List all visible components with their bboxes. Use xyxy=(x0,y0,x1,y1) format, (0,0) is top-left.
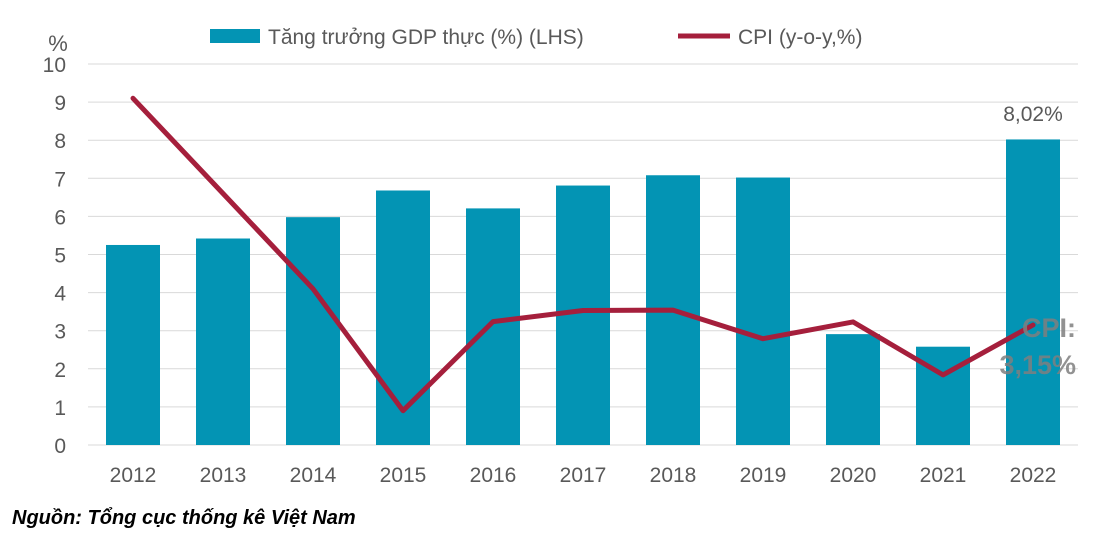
y-tick-label: 9 xyxy=(54,92,66,115)
y-tick-label: 5 xyxy=(54,245,66,268)
x-tick-label: 2020 xyxy=(830,464,877,487)
gdp-bar-2015 xyxy=(376,190,430,445)
legend-gdp-swatch xyxy=(210,29,260,43)
y-tick-label: 3 xyxy=(54,321,66,344)
y-tick-label: 2 xyxy=(54,359,66,382)
y-tick-label: 4 xyxy=(54,283,66,306)
x-tick-label: 2022 xyxy=(1010,464,1057,487)
legend-cpi-label: CPI (y-o-y,%) xyxy=(738,26,862,49)
gdp-bar-2022 xyxy=(1006,139,1060,446)
gdp-bar-2019 xyxy=(736,177,790,445)
x-tick-label: 2013 xyxy=(200,464,247,487)
y-tick-label: 7 xyxy=(54,168,66,191)
gdp-bar-2014 xyxy=(286,217,340,445)
cpi-line-group xyxy=(130,95,1036,414)
x-tick-label: 2012 xyxy=(110,464,157,487)
gdp-bar-2017 xyxy=(556,185,610,445)
y-tick-label: 1 xyxy=(54,397,66,420)
x-tick-label: 2018 xyxy=(650,464,697,487)
y-tick-label: 0 xyxy=(54,435,66,458)
gdp-bar-2016 xyxy=(466,208,520,445)
cpi-annotation-line2: 3,15% xyxy=(999,350,1076,380)
gdp-bars xyxy=(106,139,1060,446)
legend: Tăng trưởng GDP thực (%) (LHS) CPI (y-o-… xyxy=(210,26,862,49)
y-tick-label: 10 xyxy=(43,54,66,77)
gdp-2022-data-label: 8,02% xyxy=(1003,103,1063,126)
cpi-annotation-line1: CPI: xyxy=(1022,313,1076,343)
gdp-bar-2020 xyxy=(826,334,880,445)
x-tick-label: 2015 xyxy=(380,464,427,487)
x-tick-label: 2017 xyxy=(560,464,607,487)
x-tick-label: 2021 xyxy=(920,464,967,487)
x-tick-label: 2014 xyxy=(290,464,337,487)
source-note: Nguồn: Tổng cục thống kê Việt Nam xyxy=(12,507,356,529)
legend-gdp-label: Tăng trưởng GDP thực (%) (LHS) xyxy=(268,26,584,49)
gdp-bar-2012 xyxy=(106,244,160,445)
y-tick-label: 8 xyxy=(54,130,66,153)
y-axis-unit: % xyxy=(48,31,68,56)
x-tick-label: 2019 xyxy=(740,464,787,487)
x-axis-ticks: 2012 2013 2014 2015 2016 2017 2018 2019 2020 2021… xyxy=(110,464,1057,487)
y-tick-label: 6 xyxy=(54,206,66,229)
x-tick-label: 2016 xyxy=(470,464,517,487)
y-axis-ticks: 0 1 2 3 4 5 6 7 8 9 10 xyxy=(43,54,67,458)
gdp-bar-2013 xyxy=(196,238,250,445)
